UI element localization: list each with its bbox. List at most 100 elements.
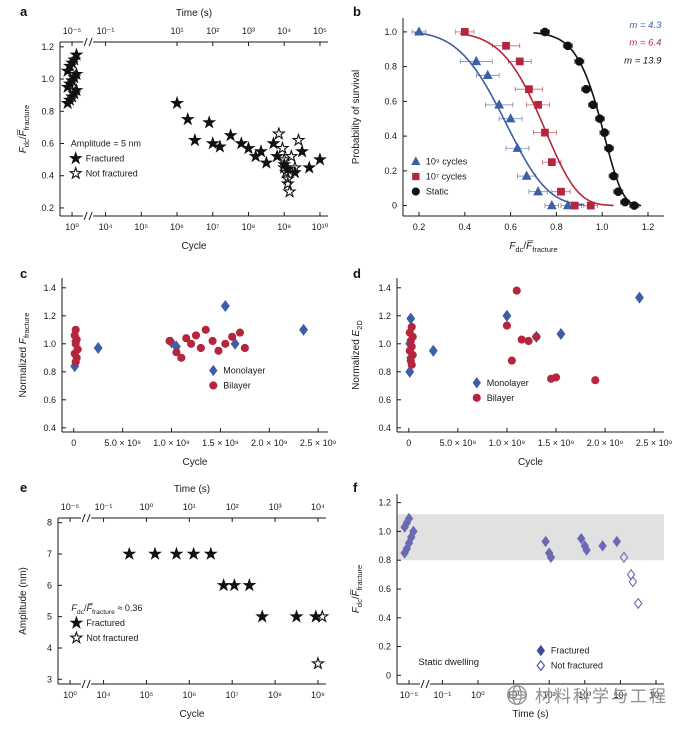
svg-text:10⁴: 10⁴ [613,690,627,700]
svg-text:10³: 10³ [242,26,255,36]
panel-f-label: f [353,480,358,495]
svg-text:10⁻⁵: 10⁻⁵ [61,502,80,512]
svg-text:1.2: 1.2 [642,222,655,232]
chart-a-survival-vs-cycle: 0.2 0.4 0.6 0.8 1.0 1.2 10⁰ 10⁴ 10⁵ 10⁶ 10⁷ 10⁸ 10⁹ 1… [17,8,329,252]
chart-e-amplitude-vs-cycle: 3 4 5 6 7 8 10⁰ 10⁴ 10⁵ 10⁶ 10⁷ 10⁸ 10⁹ Cycle 10⁻⁵ 10⁻¹… [18,484,330,720]
svg-text:10⁴: 10⁴ [311,502,325,512]
svg-text:Static dwelling: Static dwelling [418,657,479,668]
svg-text:Bilayer: Bilayer [487,393,515,403]
svg-text:Monolayer: Monolayer [223,365,265,375]
svg-text:10⁴: 10⁴ [277,26,291,36]
svg-text:10⁹ cycles: 10⁹ cycles [426,157,468,167]
svg-text:0.2: 0.2 [41,203,54,213]
svg-text:0.4: 0.4 [378,423,391,433]
svg-text:10⁹: 10⁹ [277,222,291,232]
svg-text:0.8: 0.8 [384,62,397,72]
chart-c-normalized-fracture-force: 0.4 0.6 0.8 1.0 1.2 1.4 0 5.0 × 10⁸ 1.0 × 10⁹ 1.5… [18,278,337,468]
svg-text:0: 0 [386,670,391,680]
svg-text:2.5 × 10⁹: 2.5 × 10⁹ [300,438,337,448]
svg-text:1.0: 1.0 [43,339,56,349]
chart-b-probability-of-survival: 0 0.2 0.4 0.6 0.8 1.0 0.2 0.4 0.6 0.8 1.0 1.2 Fdc/F̅… [351,18,664,254]
svg-text:0.6: 0.6 [504,222,517,232]
svg-text:1.0: 1.0 [378,526,391,536]
svg-text:10³: 10³ [578,690,591,700]
svg-text:Time (s): Time (s) [512,709,548,720]
svg-text:10²: 10² [226,502,239,512]
svg-text:Normalized Ffracture: Normalized Ffracture [18,313,31,398]
panel-c-label: c [20,266,28,281]
svg-text:10⁷ cycles: 10⁷ cycles [426,172,467,182]
svg-text:Cycle: Cycle [518,457,543,468]
svg-text:10⁶: 10⁶ [182,690,196,700]
plot-area-b: 0 0.2 0.4 0.6 0.8 1.0 0.2 0.4 0.6 0.8 1.0 1.2 Fdc/F̅… [351,18,664,254]
svg-text:10⁵: 10⁵ [140,690,154,700]
svg-text:1.0: 1.0 [384,27,397,37]
svg-text:Probability of survival: Probability of survival [351,70,362,164]
svg-text:10²: 10² [543,690,556,700]
svg-text:2.5 × 10⁹: 2.5 × 10⁹ [636,438,673,448]
series-monolayer [405,291,644,378]
svg-text:Fractured: Fractured [551,646,590,656]
svg-text:0.8: 0.8 [43,367,56,377]
svg-text:0.8: 0.8 [550,222,563,232]
series-fractured [400,512,622,564]
svg-text:Not fractured: Not fractured [551,661,603,671]
svg-text:Static: Static [426,187,449,197]
svg-text:10¹: 10¹ [171,26,184,36]
svg-text:1.0: 1.0 [596,222,609,232]
svg-text:0.8: 0.8 [378,555,391,565]
panel-d-label: d [353,266,361,281]
svg-text:4: 4 [47,643,52,653]
svg-text:Time (s): Time (s) [174,484,210,495]
svg-text:8: 8 [47,518,52,528]
svg-text:Cycle: Cycle [182,457,207,468]
svg-text:10⁰: 10⁰ [63,690,77,700]
svg-text:Bilayer: Bilayer [223,380,251,390]
svg-text:Amplitude = 5 nm: Amplitude = 5 nm [71,138,141,148]
series-not-fractured [619,551,643,610]
svg-text:10⁻⁵: 10⁻⁵ [63,26,82,36]
panel-e: e 3 4 5 6 7 8 10⁰ 10⁴ 10⁵ 10⁶ 10⁷ 10⁸ 10⁹ Cycle 10⁻⁵ 10… [12,478,342,728]
svg-text:10⁴: 10⁴ [97,690,111,700]
svg-text:0.8: 0.8 [378,367,391,377]
svg-text:10¹: 10¹ [183,502,196,512]
legend-b: 10⁹ cycles 10⁷ cycles Static [411,156,468,197]
svg-text:10⁷: 10⁷ [226,690,239,700]
svg-text:0.2: 0.2 [378,642,391,652]
svg-text:10²: 10² [206,26,219,36]
svg-text:m = 13.9: m = 13.9 [624,56,662,67]
panel-f: f 0 0.2 0.4 0.6 0.8 1.0 1.2 10⁻⁵ 10⁻¹ 10⁰ 10¹ 10² 10… [345,478,680,728]
svg-text:1.2: 1.2 [43,311,56,321]
panel-d: d 0.4 0.6 0.8 1.0 1.2 1.4 0 5.0 × 10⁸ 1.0 × 10⁹ 1… [345,264,680,476]
plot-area-f: 0 0.2 0.4 0.6 0.8 1.0 1.2 10⁻⁵ 10⁻¹ 10⁰ 10¹ 10² 10³ 1… [350,494,664,720]
svg-text:Fdc/F̅fracture: Fdc/F̅fracture [350,565,364,613]
series-10-cycles [414,26,573,210]
svg-text:10⁰: 10⁰ [140,502,154,512]
svg-text:10⁵: 10⁵ [134,222,148,232]
plot-area-a: 0.2 0.4 0.6 0.8 1.0 1.2 10⁰ 10⁴ 10⁵ 10⁶ 10⁷ 10⁸ 10⁹ 1… [17,8,329,252]
fit-curve [414,31,584,206]
svg-text:1.4: 1.4 [43,283,56,293]
svg-text:0.4: 0.4 [378,613,391,623]
svg-text:Cycle: Cycle [179,709,204,720]
svg-text:10⁰: 10⁰ [65,222,79,232]
svg-text:Monolayer: Monolayer [487,378,529,388]
series-not-fractured [310,609,330,670]
svg-text:0: 0 [392,201,397,211]
series-fractured [122,546,323,623]
svg-text:5: 5 [47,612,52,622]
svg-text:0.6: 0.6 [43,395,56,405]
svg-text:Fractured: Fractured [86,618,125,628]
fit-curve [533,32,642,207]
svg-text:10⁻¹: 10⁻¹ [434,690,452,700]
svg-text:1.4: 1.4 [378,283,391,293]
svg-text:0.6: 0.6 [378,584,391,594]
svg-text:10⁹: 10⁹ [311,690,325,700]
svg-text:Fdc/F̅fracture: Fdc/F̅fracture [17,105,31,153]
panel-e-label: e [20,480,28,495]
svg-text:0.6: 0.6 [384,96,397,106]
svg-text:1.5 × 10⁹: 1.5 × 10⁹ [538,438,575,448]
panel-c: c 0.4 0.6 0.8 1.0 1.2 1.4 0 5.0 × 10⁸ 1.0 × 10⁹ 1… [12,264,342,476]
chart-f-static-dwelling: 0 0.2 0.4 0.6 0.8 1.0 1.2 10⁻⁵ 10⁻¹ 10⁰ 10¹ 10² 10³ 1… [350,494,664,720]
